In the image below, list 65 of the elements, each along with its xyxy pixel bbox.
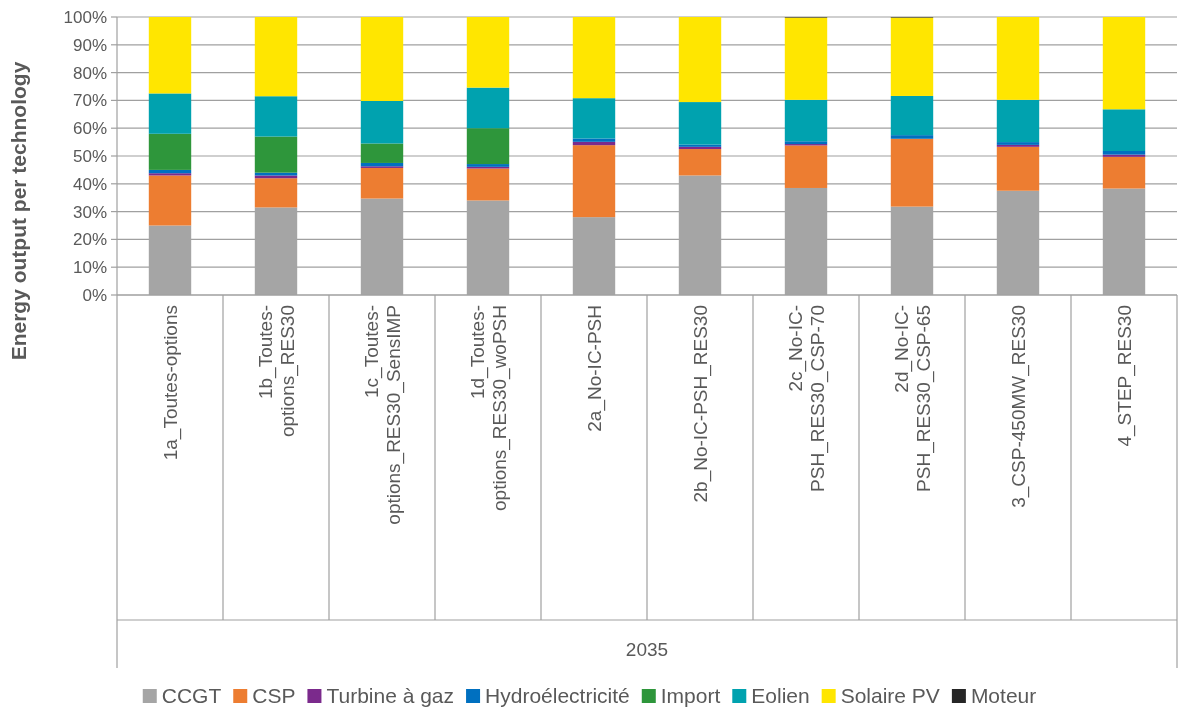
bar xyxy=(996,146,1040,191)
bar xyxy=(148,17,192,94)
legend-label: CCGT xyxy=(161,684,222,707)
y-tick-label: 20% xyxy=(72,230,107,250)
y-tick-label: 90% xyxy=(72,35,107,55)
bar xyxy=(466,87,510,129)
y-tick-label: 70% xyxy=(72,91,107,111)
bar xyxy=(890,95,934,136)
bar xyxy=(254,96,298,137)
bar xyxy=(1102,109,1146,151)
x-tick-label: 4_STEP_RES30 xyxy=(1113,305,1136,447)
bar xyxy=(996,99,1040,143)
bar xyxy=(678,102,722,145)
legend-label: Eolien xyxy=(751,684,810,707)
bar xyxy=(466,17,510,88)
x-tick-label: 1b_Toutes-options_RES30 xyxy=(254,305,299,438)
y-tick-label: 60% xyxy=(72,119,107,139)
y-tick-label: 100% xyxy=(63,7,107,27)
y-tick-label: 0% xyxy=(82,285,107,305)
x-tick-label: 1a_Toutes-options xyxy=(159,305,182,461)
bar xyxy=(784,145,828,188)
y-tick-label: 30% xyxy=(72,202,107,222)
bar xyxy=(890,17,934,96)
bar xyxy=(360,100,404,144)
bar xyxy=(254,178,298,208)
bar xyxy=(148,133,192,170)
bar xyxy=(678,17,722,103)
bar xyxy=(890,138,934,207)
legend-label: Import xyxy=(660,684,721,707)
bar xyxy=(148,175,192,226)
bar xyxy=(572,17,616,99)
bar xyxy=(254,17,298,97)
bar xyxy=(148,93,192,134)
bar xyxy=(572,138,616,142)
y-tick-label: 40% xyxy=(72,174,107,194)
y-tick-label: 10% xyxy=(72,258,107,278)
x-tick-label: 2b_No-IC-PSH_RES30 xyxy=(689,305,712,503)
bar xyxy=(1102,156,1146,189)
x-tick-label: 2d_No-IC-PSH_RES30_CSP-65 xyxy=(890,305,935,492)
bar xyxy=(360,17,404,101)
y-tick-label: 80% xyxy=(72,63,107,83)
bar xyxy=(1102,17,1146,110)
x-tick-label: 3_CSP-450MW_RES30 xyxy=(1007,305,1030,508)
bar xyxy=(784,17,828,100)
x-tick-label: 2c_No-IC-PSH_RES30_CSP-70 xyxy=(784,305,829,492)
legend-label: Moteur xyxy=(970,684,1037,707)
bar xyxy=(784,99,828,142)
bar xyxy=(572,145,616,218)
x-tick-label: 2a_No-IC-PSH xyxy=(583,305,606,432)
bar xyxy=(996,17,1040,100)
text: 2035 xyxy=(625,639,669,660)
legend-label: Solaire PV xyxy=(840,684,940,707)
legend-label: Turbine à gaz xyxy=(326,684,455,707)
bar xyxy=(890,135,934,139)
bar xyxy=(254,136,298,173)
bar xyxy=(360,143,404,163)
y-tick-label: 50% xyxy=(72,146,107,166)
bar xyxy=(360,167,404,199)
bar xyxy=(466,168,510,201)
y-axis-title: Energy output per technology xyxy=(7,61,30,361)
legend-label: CSP xyxy=(252,684,296,707)
legend-label: Hydroélectricité xyxy=(485,684,630,707)
bar xyxy=(572,98,616,139)
bar xyxy=(678,149,722,176)
bar xyxy=(466,128,510,165)
